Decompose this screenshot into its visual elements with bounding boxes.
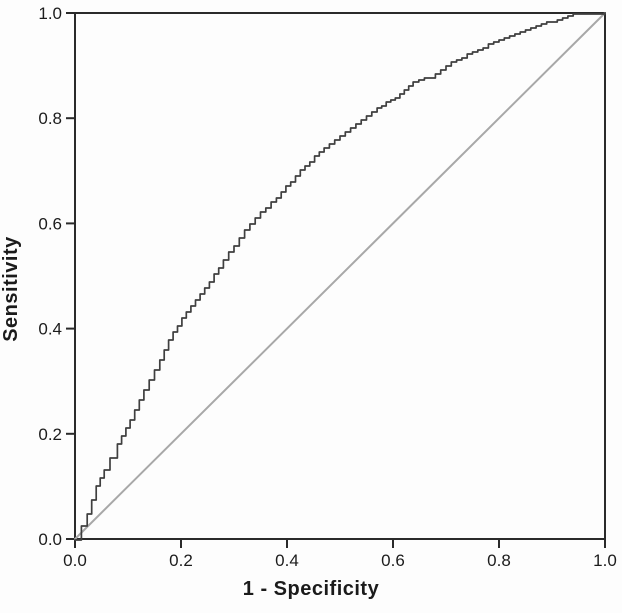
y-tick-label: 0.0 xyxy=(38,530,62,549)
y-tick-label: 0.8 xyxy=(38,109,62,128)
y-tick-label: 1.0 xyxy=(38,4,62,23)
y-axis-title-wrap: Sensitivity xyxy=(0,189,28,389)
x-axis-title: 1 - Specificity xyxy=(242,578,380,600)
reference-diagonal-line xyxy=(74,12,606,540)
x-tick-label: 1.0 xyxy=(593,551,617,570)
y-tick-label: 0.6 xyxy=(38,214,62,233)
x-tick-label: 0.8 xyxy=(487,551,511,570)
y-tick-label: 0.4 xyxy=(38,320,62,339)
plot-frame xyxy=(74,12,606,540)
x-tick-label: 0.2 xyxy=(169,551,193,570)
roc-curve-line xyxy=(74,12,606,541)
x-tick-label: 0.6 xyxy=(381,551,405,570)
x-tick-label: 0.0 xyxy=(63,551,87,570)
y-axis-title: Sensitivity xyxy=(0,236,22,342)
x-tick-label: 0.4 xyxy=(275,551,299,570)
y-tick-label: 0.2 xyxy=(38,425,62,444)
